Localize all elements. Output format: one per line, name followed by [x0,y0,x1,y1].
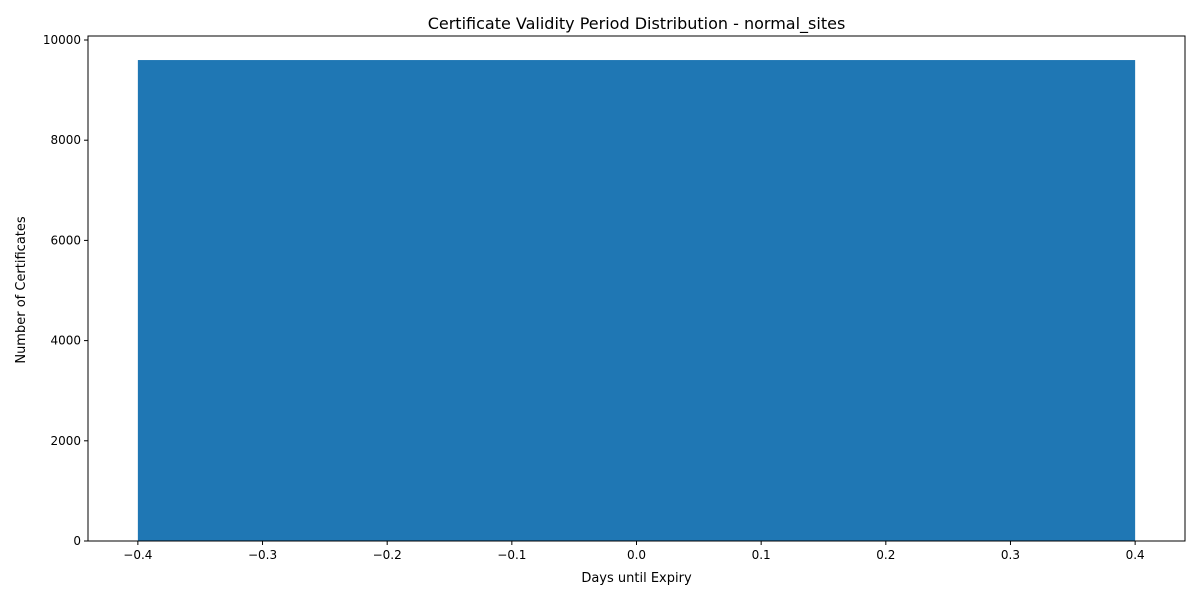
y-tick-label: 0 [73,534,81,548]
bar [137,60,1136,542]
x-tick-label: −0.2 [373,548,402,562]
x-tick-label: 0.3 [1001,548,1020,562]
plot-area-frame [87,35,1186,542]
y-axis-ticks: 0 2000 4000 6000 8000 10000 [43,33,88,548]
x-tick-label: 0.1 [752,548,771,562]
x-tick-label: 0.0 [627,548,646,562]
x-axis-label: Days until Expiry [581,571,692,586]
y-axis-label: Number of Certificates [14,216,29,364]
x-tick-label: −0.4 [123,548,152,562]
chart-title: Certificate Validity Period Distribution… [428,14,846,34]
x-tick-label: −0.3 [248,548,277,562]
y-tick-label: 6000 [50,233,81,247]
y-tick-label: 10000 [43,33,81,47]
x-tick-label: 0.4 [1126,548,1145,562]
x-tick-label: 0.2 [876,548,895,562]
y-tick-label: 2000 [50,434,81,448]
x-tick-label: −0.1 [497,548,526,562]
x-axis-ticks: −0.4 −0.3 −0.2 −0.1 0.0 0.1 0.2 0.3 0.4 [123,541,1145,562]
bars-group [137,60,1136,542]
y-tick-label: 8000 [50,133,81,147]
y-tick-label: 4000 [50,334,81,348]
